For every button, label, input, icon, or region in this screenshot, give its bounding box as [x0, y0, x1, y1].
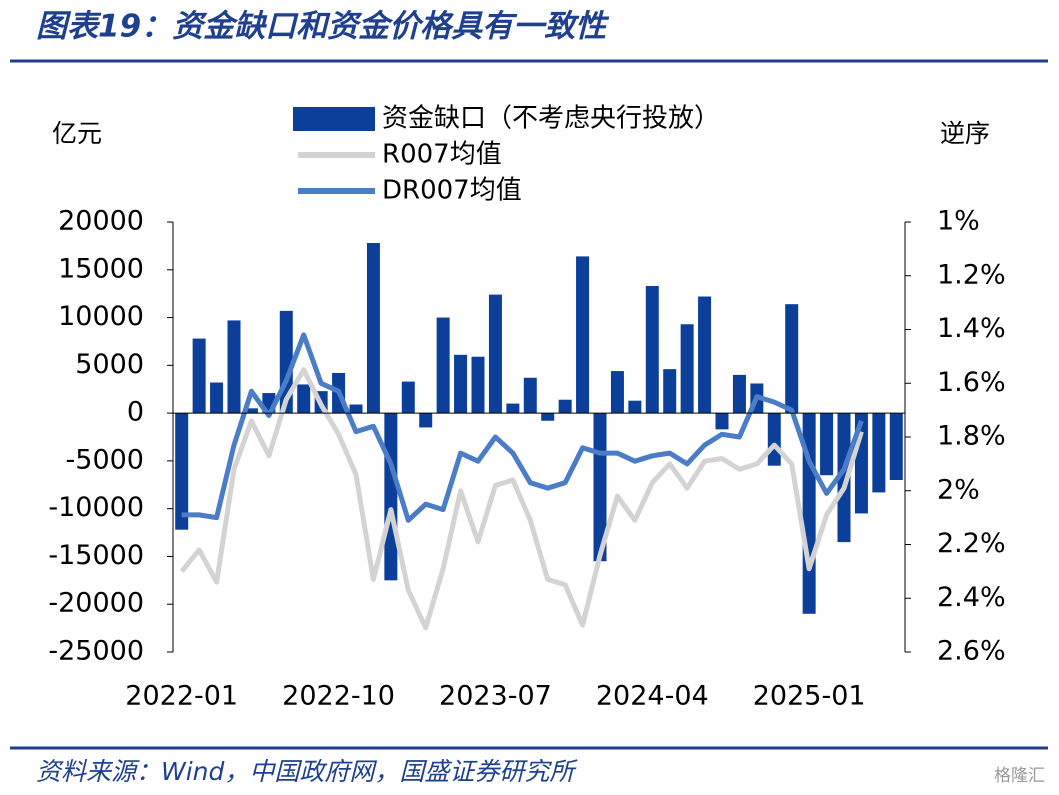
- bar: [837, 413, 851, 543]
- bar: [244, 408, 258, 414]
- x-tick-label: 2024-04: [596, 681, 709, 712]
- y-tick-label: 15000: [58, 253, 144, 284]
- y-tick-label: 10000: [58, 301, 144, 332]
- bar: [297, 384, 311, 414]
- bar: [349, 404, 363, 414]
- bar: [227, 320, 241, 414]
- y2-tick-label: 2%: [937, 474, 980, 505]
- bar: [715, 413, 729, 430]
- y2-tick-label: 1.2%: [937, 259, 1006, 290]
- y2-tick-label: 1.8%: [937, 421, 1006, 452]
- y2-tick-label: 2.4%: [937, 582, 1006, 613]
- bar: [366, 243, 380, 414]
- bar: [732, 374, 746, 414]
- y-tick-label: -15000: [48, 540, 144, 571]
- y-tick-label: -5000: [66, 444, 144, 475]
- y2-tick-label: 2.6%: [937, 636, 1006, 667]
- y2-tick-label: 1.4%: [937, 313, 1006, 344]
- bar: [192, 338, 206, 414]
- y2-tick-label: 1%: [937, 206, 980, 237]
- legend-label: R007均值: [382, 140, 502, 170]
- bar: [680, 324, 694, 414]
- bar: [523, 377, 537, 414]
- line-series: [179, 367, 864, 631]
- bar: [576, 256, 590, 414]
- bar: [785, 304, 799, 414]
- bar: [384, 413, 398, 581]
- x-tick-label: 2025-01: [753, 681, 866, 712]
- bar: [488, 294, 502, 414]
- bar: [628, 400, 642, 414]
- y2-tick-label: 2.2%: [937, 528, 1006, 559]
- bar: [454, 354, 468, 414]
- legend-label: DR007均值: [382, 176, 522, 206]
- y-tick-label: -25000: [48, 636, 144, 667]
- y-tick-label: 20000: [58, 206, 144, 237]
- y-tick-label: -20000: [48, 588, 144, 619]
- x-tick-label: 2023-07: [439, 681, 552, 712]
- bar: [610, 371, 624, 414]
- y-tick-label: -10000: [48, 492, 144, 523]
- bar: [663, 369, 677, 414]
- bar: [872, 413, 886, 493]
- y-tick-label: 0: [127, 397, 144, 428]
- bar: [889, 413, 903, 480]
- y-tick-label: 5000: [75, 349, 144, 380]
- x-tick-label: 2022-01: [125, 681, 238, 712]
- x-tick-label: 2022-10: [282, 681, 395, 712]
- bar: [698, 296, 712, 414]
- bar: [767, 413, 781, 466]
- y-axis-title: 亿元: [52, 119, 102, 148]
- line-series: [181, 332, 864, 523]
- bar: [210, 382, 224, 414]
- legend-label: 资金缺口（不考虑央行投放）: [382, 104, 720, 134]
- bar: [645, 286, 659, 414]
- legend-swatch: [293, 107, 375, 131]
- y2-axis-title: 逆序: [940, 119, 990, 148]
- bar: [541, 413, 555, 421]
- chart-title: 图表19：资金缺口和资金价格具有一致性: [36, 9, 610, 45]
- bar: [175, 413, 189, 530]
- bar: [401, 381, 415, 414]
- y2-tick-label: 1.6%: [937, 367, 1006, 398]
- bar: [471, 356, 485, 414]
- bar: [419, 413, 433, 428]
- bar: [506, 403, 520, 414]
- bar: [820, 413, 834, 476]
- bar: [436, 317, 450, 414]
- watermark: 格隆汇: [994, 766, 1045, 786]
- source: 资料来源：Wind，中国政府网，国盛证券研究所: [36, 757, 578, 786]
- bar: [558, 399, 572, 414]
